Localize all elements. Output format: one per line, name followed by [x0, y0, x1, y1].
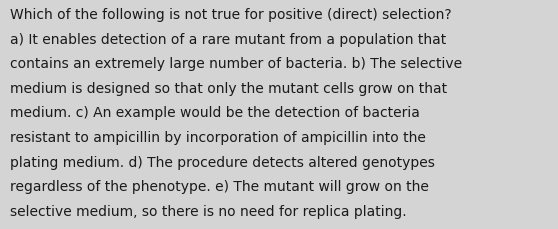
Text: regardless of the phenotype. e) The mutant will grow on the: regardless of the phenotype. e) The muta…: [10, 180, 429, 194]
Text: contains an extremely large number of bacteria. b) The selective: contains an extremely large number of ba…: [10, 57, 462, 71]
Text: selective medium, so there is no need for replica plating.: selective medium, so there is no need fo…: [10, 204, 407, 218]
Text: medium. c) An example would be the detection of bacteria: medium. c) An example would be the detec…: [10, 106, 420, 120]
Text: plating medium. d) The procedure detects altered genotypes: plating medium. d) The procedure detects…: [10, 155, 435, 169]
Text: a) It enables detection of a rare mutant from a population that: a) It enables detection of a rare mutant…: [10, 33, 446, 46]
Text: medium is designed so that only the mutant cells grow on that: medium is designed so that only the muta…: [10, 82, 447, 95]
Text: Which of the following is not true for positive (direct) selection?: Which of the following is not true for p…: [10, 8, 451, 22]
Text: resistant to ampicillin by incorporation of ampicillin into the: resistant to ampicillin by incorporation…: [10, 131, 426, 144]
